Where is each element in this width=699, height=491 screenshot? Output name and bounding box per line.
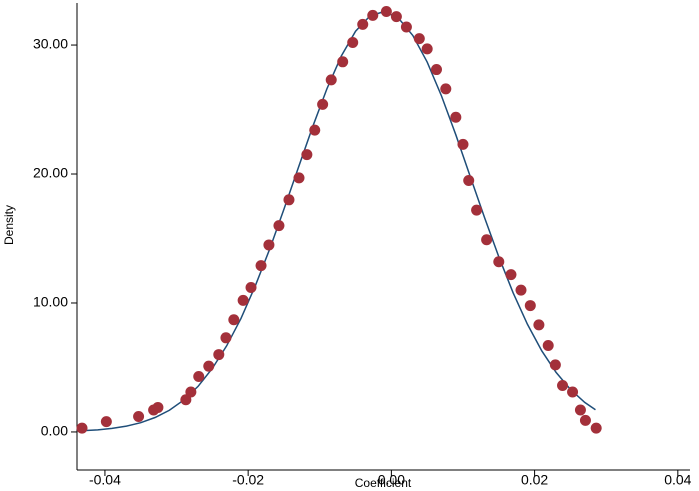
point — [357, 18, 369, 30]
point — [347, 36, 359, 48]
point — [237, 294, 249, 306]
point — [590, 422, 602, 434]
point — [293, 172, 305, 184]
point — [263, 239, 275, 251]
point — [380, 6, 392, 18]
point — [400, 21, 412, 33]
x-axis-label: Coefficient — [355, 476, 412, 490]
point — [337, 56, 349, 68]
point — [440, 83, 452, 95]
point — [463, 174, 475, 186]
point — [255, 260, 267, 272]
point — [228, 314, 240, 326]
point — [283, 194, 295, 206]
point — [457, 138, 469, 150]
point — [579, 414, 591, 426]
y-tick-label: 10.00 — [33, 294, 68, 310]
point — [557, 380, 569, 392]
point — [430, 64, 442, 76]
point — [325, 74, 337, 86]
point — [193, 370, 205, 382]
x-tick-label: 0.04 — [664, 472, 691, 488]
point — [549, 359, 561, 371]
x-tick-label: -0.04 — [89, 472, 121, 488]
point — [574, 404, 586, 416]
point — [100, 416, 112, 428]
point — [185, 386, 197, 398]
y-tick-label: 30.00 — [33, 36, 68, 52]
x-tick-label: -0.02 — [232, 472, 264, 488]
point — [213, 349, 225, 361]
point — [390, 11, 402, 23]
point — [493, 256, 505, 268]
fit-curve — [83, 10, 596, 432]
point — [317, 98, 329, 110]
x-tick-label: 0.02 — [521, 472, 548, 488]
point — [301, 149, 313, 161]
point — [152, 401, 164, 413]
point — [309, 124, 321, 136]
point — [533, 319, 545, 331]
point — [245, 282, 257, 294]
y-tick-label: 20.00 — [33, 165, 68, 181]
point — [515, 284, 527, 296]
y-tick-label: 0.00 — [41, 423, 68, 439]
y-axis-label: Density — [2, 205, 16, 245]
point — [133, 410, 145, 422]
point — [76, 422, 88, 434]
point — [413, 33, 425, 45]
point — [450, 111, 462, 123]
point — [203, 360, 215, 372]
point — [481, 234, 493, 246]
point — [524, 300, 536, 312]
point — [471, 204, 483, 216]
point — [220, 332, 232, 344]
point — [567, 386, 579, 398]
point — [421, 43, 433, 55]
point — [542, 340, 554, 352]
x-tick-label: 0.00 — [378, 472, 405, 488]
point — [505, 269, 517, 281]
point — [367, 9, 379, 21]
point — [273, 220, 285, 232]
